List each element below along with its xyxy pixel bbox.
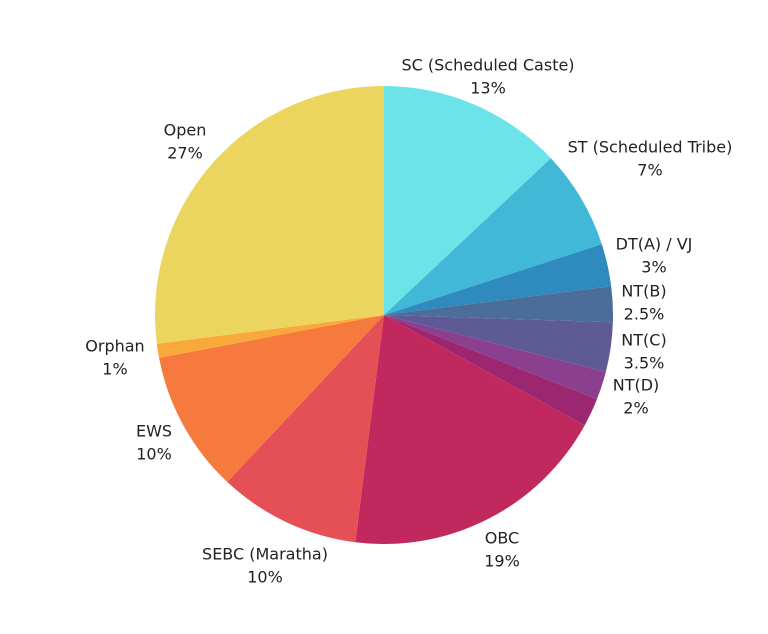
slice-value: 13% <box>470 79 506 98</box>
slice-label: Orphan <box>85 337 144 356</box>
slice-label: SC (Scheduled Caste) <box>401 56 574 75</box>
pie-slice <box>384 315 606 400</box>
pie-slice <box>159 315 384 482</box>
slice-label: OBC <box>485 529 519 548</box>
pie-slice <box>156 315 384 358</box>
pie-slice <box>227 315 384 543</box>
slice-value: 3.5% <box>624 354 665 373</box>
pie-slice <box>384 315 613 372</box>
slice-label: NT(B) <box>621 282 666 301</box>
slice-value: 10% <box>136 445 172 464</box>
pie-slice <box>155 86 384 344</box>
pie-slice <box>384 244 612 315</box>
slice-label: NT(D) <box>613 376 660 395</box>
pie-slice <box>384 315 597 426</box>
slice-label: Open <box>164 121 207 140</box>
slice-label: EWS <box>136 422 172 441</box>
pie-slice <box>355 315 585 544</box>
slice-label: NT(C) <box>621 331 666 350</box>
slice-value: 1% <box>102 360 127 379</box>
slice-value: 7% <box>637 161 662 180</box>
pie-slice <box>384 158 602 315</box>
slice-value: 27% <box>167 144 203 163</box>
slice-value: 3% <box>641 258 666 277</box>
slice-label: DT(A) / VJ <box>616 235 693 254</box>
slice-value: 19% <box>484 552 520 571</box>
slice-value: 2% <box>623 399 648 418</box>
slice-label: SEBC (Maratha) <box>202 545 328 564</box>
slice-label: ST (Scheduled Tribe) <box>568 138 733 157</box>
pie-slice <box>384 86 551 315</box>
slice-value: 10% <box>247 568 283 587</box>
pie-slice <box>384 286 613 323</box>
slice-value: 2.5% <box>624 305 665 324</box>
